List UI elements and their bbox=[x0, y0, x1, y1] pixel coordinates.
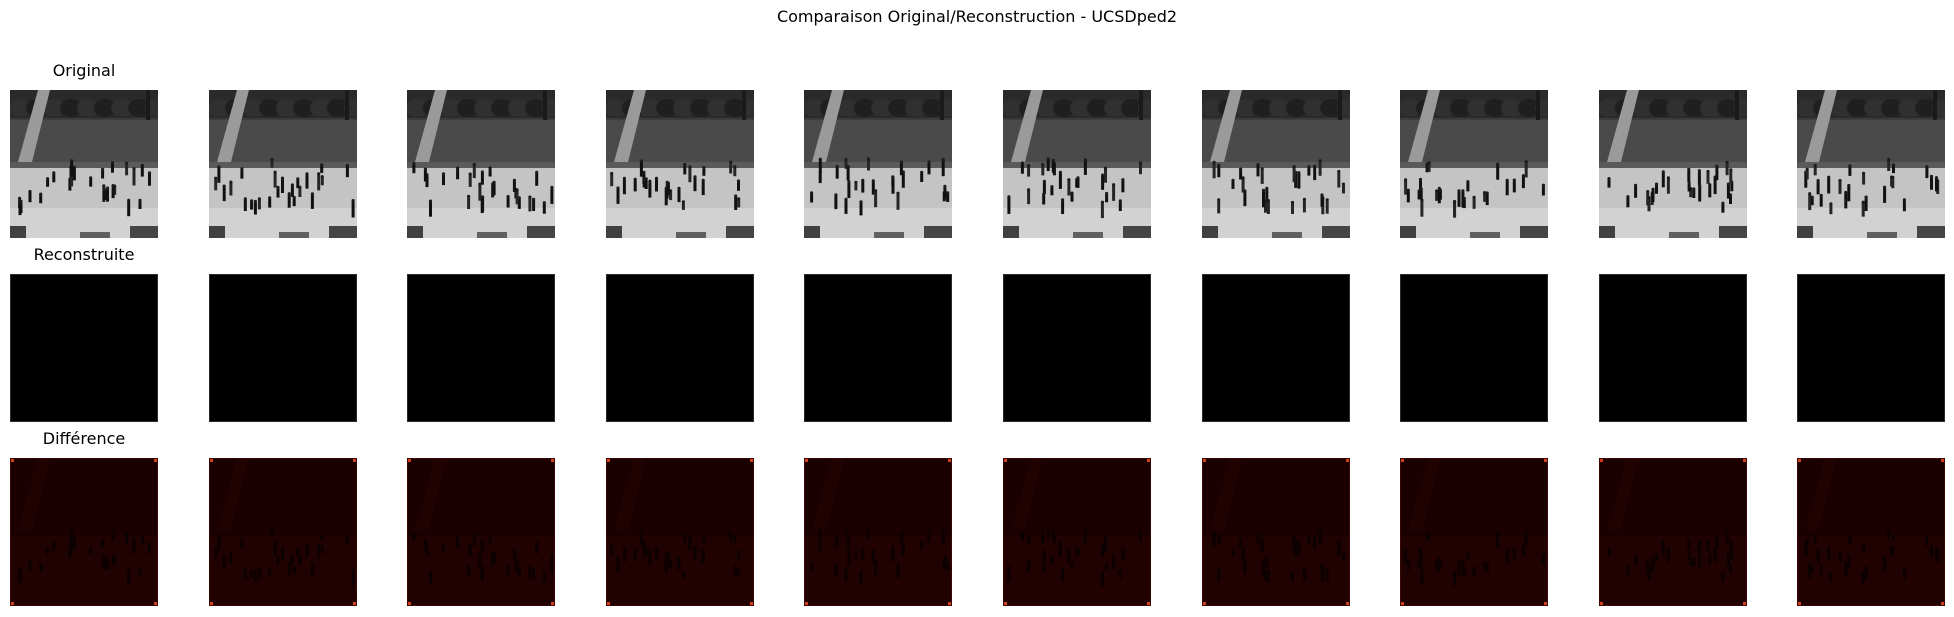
reconstruction-image bbox=[208, 274, 357, 422]
reconstruction-frame-2 bbox=[208, 274, 357, 422]
difference-image bbox=[1598, 458, 1747, 606]
difference-frame-8 bbox=[1400, 458, 1549, 606]
reconstruction-frame-7 bbox=[1201, 274, 1350, 422]
difference-image bbox=[605, 458, 754, 606]
original-image bbox=[1003, 90, 1151, 238]
difference-frame-10 bbox=[1797, 458, 1946, 606]
original-image bbox=[1400, 90, 1549, 238]
original-image bbox=[1797, 90, 1946, 238]
original-frame-4 bbox=[605, 90, 754, 238]
difference-image bbox=[1400, 458, 1549, 606]
difference-frame-2 bbox=[208, 458, 357, 606]
original-frame-10 bbox=[1797, 90, 1946, 238]
original-image bbox=[407, 90, 556, 238]
reconstruction-frame-4 bbox=[605, 274, 754, 422]
difference-frame-6 bbox=[1003, 458, 1151, 606]
original-frame-3 bbox=[407, 90, 556, 238]
reconstruction-image bbox=[407, 274, 556, 422]
reconstruction-frame-9 bbox=[1598, 274, 1747, 422]
original-frame-6 bbox=[1003, 90, 1151, 238]
original-frame-1 bbox=[10, 90, 158, 238]
original-image bbox=[1598, 90, 1747, 238]
reconstruction-image bbox=[1797, 274, 1946, 422]
reconstruction-image bbox=[1003, 274, 1151, 422]
row-title-difference: Différence bbox=[42, 429, 126, 448]
original-frame-2 bbox=[208, 90, 357, 238]
original-frame-8 bbox=[1400, 90, 1549, 238]
difference-frame-1 bbox=[10, 458, 158, 606]
reconstruction-frame-3 bbox=[407, 274, 556, 422]
row-title-reconstruction: Reconstruite bbox=[33, 245, 135, 264]
original-frame-5 bbox=[804, 90, 953, 238]
difference-image bbox=[804, 458, 953, 606]
difference-image bbox=[10, 458, 158, 606]
reconstruction-image bbox=[605, 274, 754, 422]
original-frame-7 bbox=[1201, 90, 1350, 238]
difference-frame-5 bbox=[804, 458, 953, 606]
difference-frame-9 bbox=[1598, 458, 1747, 606]
row-title-original: Original bbox=[52, 61, 116, 80]
reconstruction-frame-10 bbox=[1797, 274, 1946, 422]
original-image bbox=[208, 90, 357, 238]
reconstruction-image bbox=[1400, 274, 1549, 422]
reconstruction-image bbox=[804, 274, 953, 422]
difference-image bbox=[1201, 458, 1350, 606]
reconstruction-image bbox=[10, 274, 158, 422]
original-image bbox=[1201, 90, 1350, 238]
reconstruction-image bbox=[1598, 274, 1747, 422]
difference-image bbox=[407, 458, 556, 606]
difference-image bbox=[1003, 458, 1151, 606]
reconstruction-frame-1 bbox=[10, 274, 158, 422]
reconstruction-image bbox=[1201, 274, 1350, 422]
reconstruction-frame-5 bbox=[804, 274, 953, 422]
difference-frame-7 bbox=[1201, 458, 1350, 606]
reconstruction-frame-8 bbox=[1400, 274, 1549, 422]
figure-title: Comparaison Original/Reconstruction - UC… bbox=[776, 7, 1178, 26]
difference-frame-3 bbox=[407, 458, 556, 606]
original-image bbox=[10, 90, 158, 238]
original-frame-9 bbox=[1598, 90, 1747, 238]
original-image bbox=[605, 90, 754, 238]
difference-image bbox=[208, 458, 357, 606]
difference-image bbox=[1797, 458, 1946, 606]
original-image bbox=[804, 90, 953, 238]
reconstruction-frame-6 bbox=[1003, 274, 1151, 422]
difference-frame-4 bbox=[605, 458, 754, 606]
